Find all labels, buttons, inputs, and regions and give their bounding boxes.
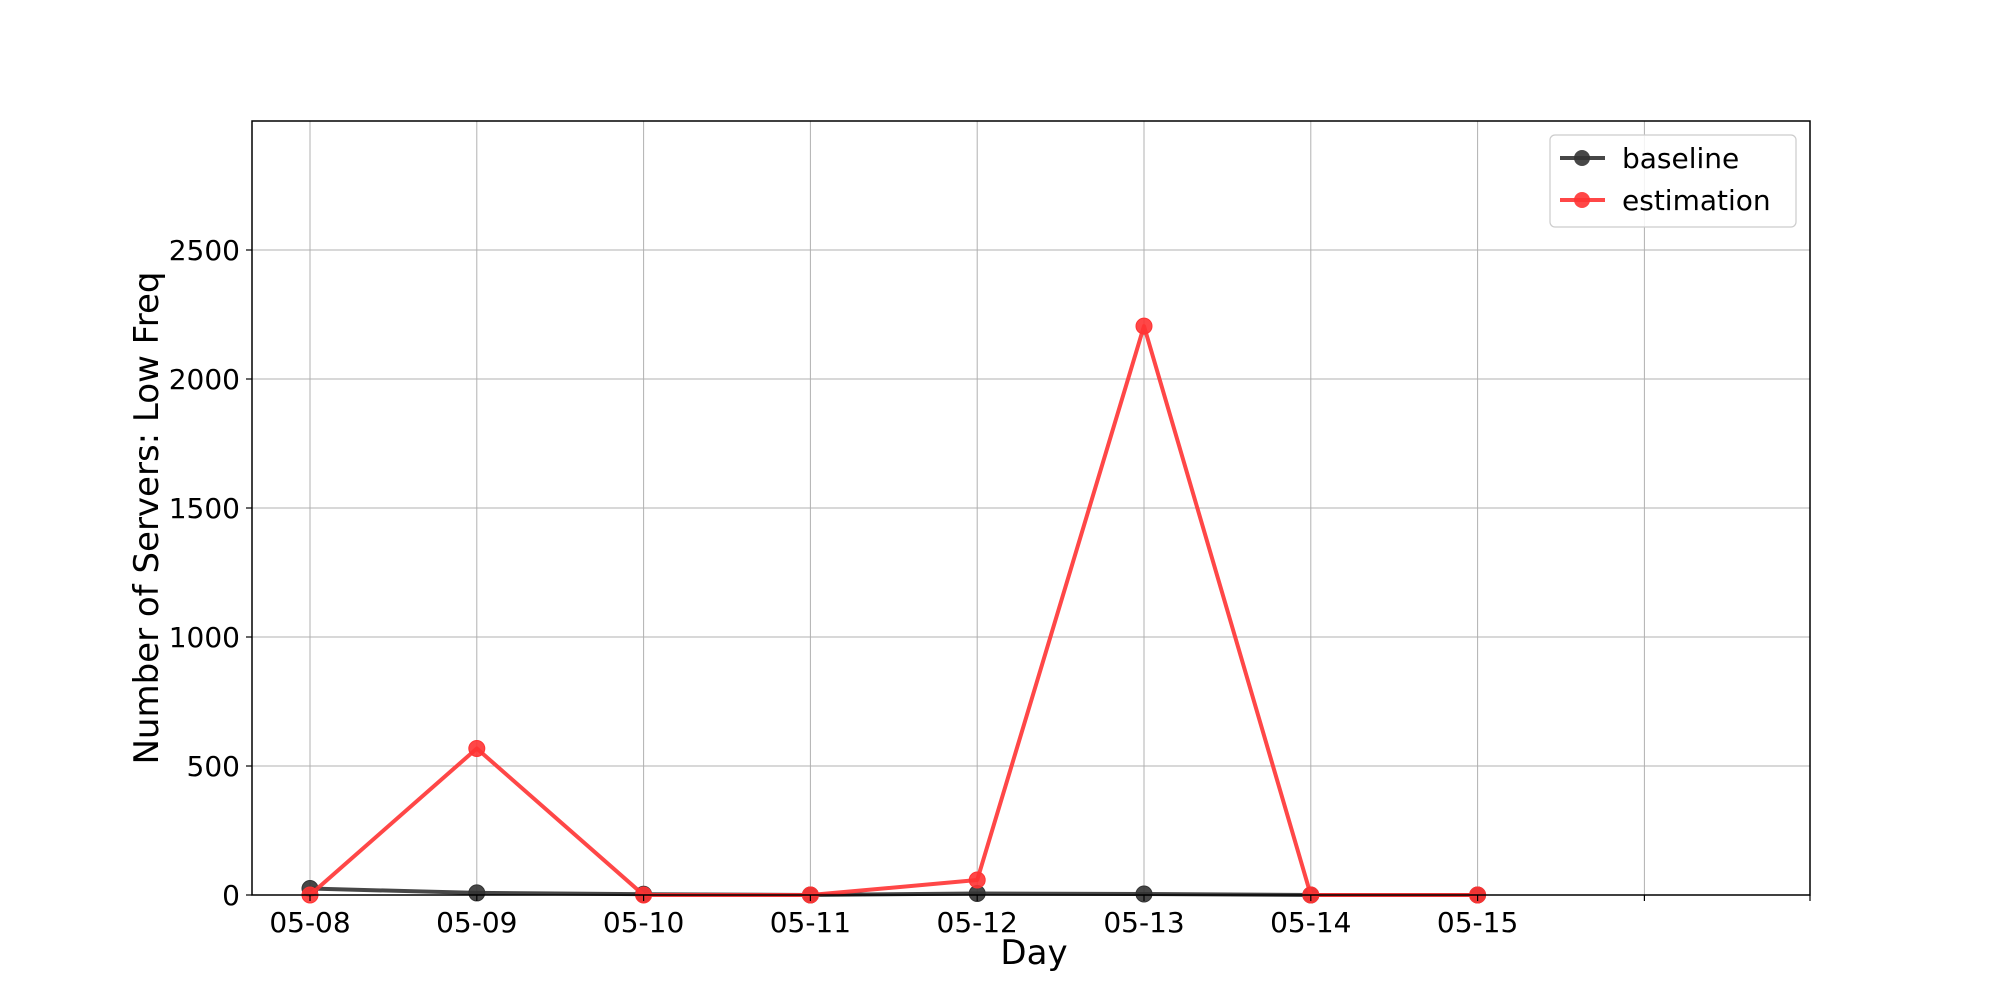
y-tick-label: 1000	[169, 621, 240, 654]
y-tick-label: 2000	[169, 363, 240, 396]
x-tick-label: 05-09	[436, 906, 517, 939]
data-point-baseline	[1135, 885, 1153, 903]
y-tick-label: 2500	[169, 234, 240, 267]
legend-label-estimation: estimation	[1622, 184, 1771, 217]
x-tick-label: 05-15	[1437, 906, 1518, 939]
legend-box	[1549, 134, 1797, 228]
series-estimation	[301, 317, 1487, 904]
data-point-estimation	[468, 739, 486, 757]
x-tick-label: 05-11	[770, 906, 851, 939]
y-axis-label: Number of Servers: Low Freq	[127, 271, 167, 764]
series-layer	[301, 317, 1487, 904]
legend-marker-baseline	[1574, 150, 1590, 166]
y-tick-label: 0	[222, 879, 240, 912]
x-axis-ticks: 05-08 05-09 05-10 05-11 05-12 05-13 05-14 05-15	[269, 895, 1811, 939]
x-tick-label: 05-10	[603, 906, 684, 939]
x-tick-label: 05-08	[269, 906, 350, 939]
y-axis-ticks: 0 500 1000 1500 2000 2500	[169, 234, 252, 912]
x-axis-label: Day	[1000, 933, 1067, 973]
grid-lines	[252, 121, 1810, 895]
y-tick-label: 1500	[169, 492, 240, 525]
x-tick-label: 05-13	[1103, 906, 1184, 939]
legend: baseline estimation	[1549, 134, 1797, 228]
data-point-estimation	[1135, 317, 1153, 335]
series-line-estimation	[308, 324, 1478, 897]
legend-label-baseline: baseline	[1622, 142, 1739, 175]
data-point-estimation	[968, 871, 986, 889]
x-tick-label: 05-14	[1270, 906, 1351, 939]
legend-marker-estimation	[1574, 192, 1590, 208]
x-tick-label: 05-12	[937, 906, 1018, 939]
y-tick-label: 500	[187, 750, 240, 783]
